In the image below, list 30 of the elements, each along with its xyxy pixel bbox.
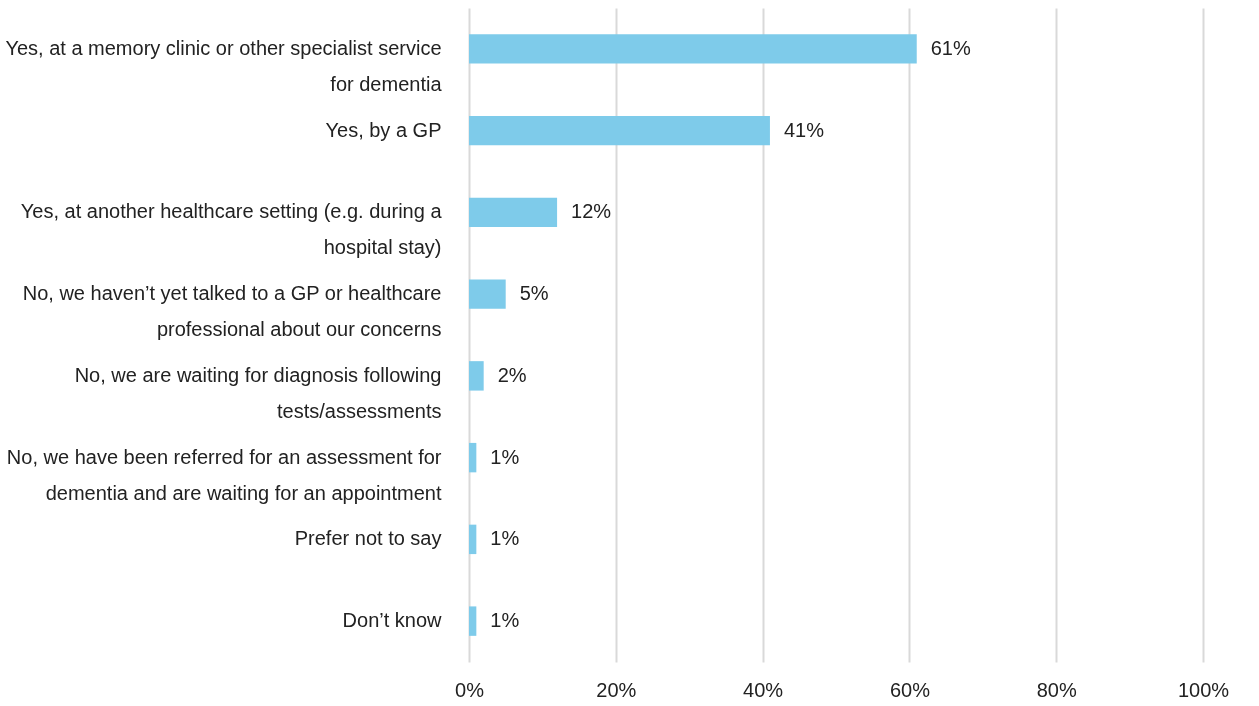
y-tick-label: No, we haven’t yet talked to a GP or healthcare professional about our concerns — [22, 282, 442, 341]
y-tick-label: Yes, by a GP — [325, 118, 442, 141]
data-label: 41% — [783, 118, 825, 141]
y-tick-label: No, we have been referred for an assessment for dementia and are waiting for an appointment — [6, 445, 442, 504]
x-tick-label: 40% — [743, 678, 784, 701]
y-tick-label: Don’t know — [342, 609, 443, 632]
data-label: 2% — [497, 363, 527, 386]
bar — [469, 197, 558, 228]
x-tick-label: 20% — [596, 678, 637, 701]
y-tick-label: Prefer not to say — [294, 527, 442, 550]
x-tick-label: 60% — [889, 678, 931, 701]
bar — [469, 279, 506, 309]
bar — [469, 524, 477, 555]
bar — [469, 606, 477, 636]
y-tick-label: Yes, at another healthcare setting (e.g. during a hospital stay) — [20, 200, 443, 259]
x-tick-label: 100% — [1177, 678, 1230, 701]
x-tick-label: 80% — [1036, 678, 1077, 701]
data-label: 5% — [519, 282, 549, 305]
bar — [469, 442, 477, 473]
data-label: 12% — [571, 200, 612, 223]
bar — [469, 115, 770, 146]
bar — [469, 34, 917, 64]
data-label: 1% — [490, 445, 520, 468]
data-label: 1% — [490, 609, 520, 632]
data-label: 1% — [490, 527, 520, 550]
y-tick-label: No, we are waiting for diagnosis following tests/assessments — [74, 363, 442, 422]
bar — [469, 361, 484, 391]
x-tick-label: 0% — [455, 678, 485, 701]
y-tick-label: Yes, at a memory clinic or other specialist service for dementia — [5, 36, 443, 95]
data-label: 61% — [930, 36, 971, 59]
